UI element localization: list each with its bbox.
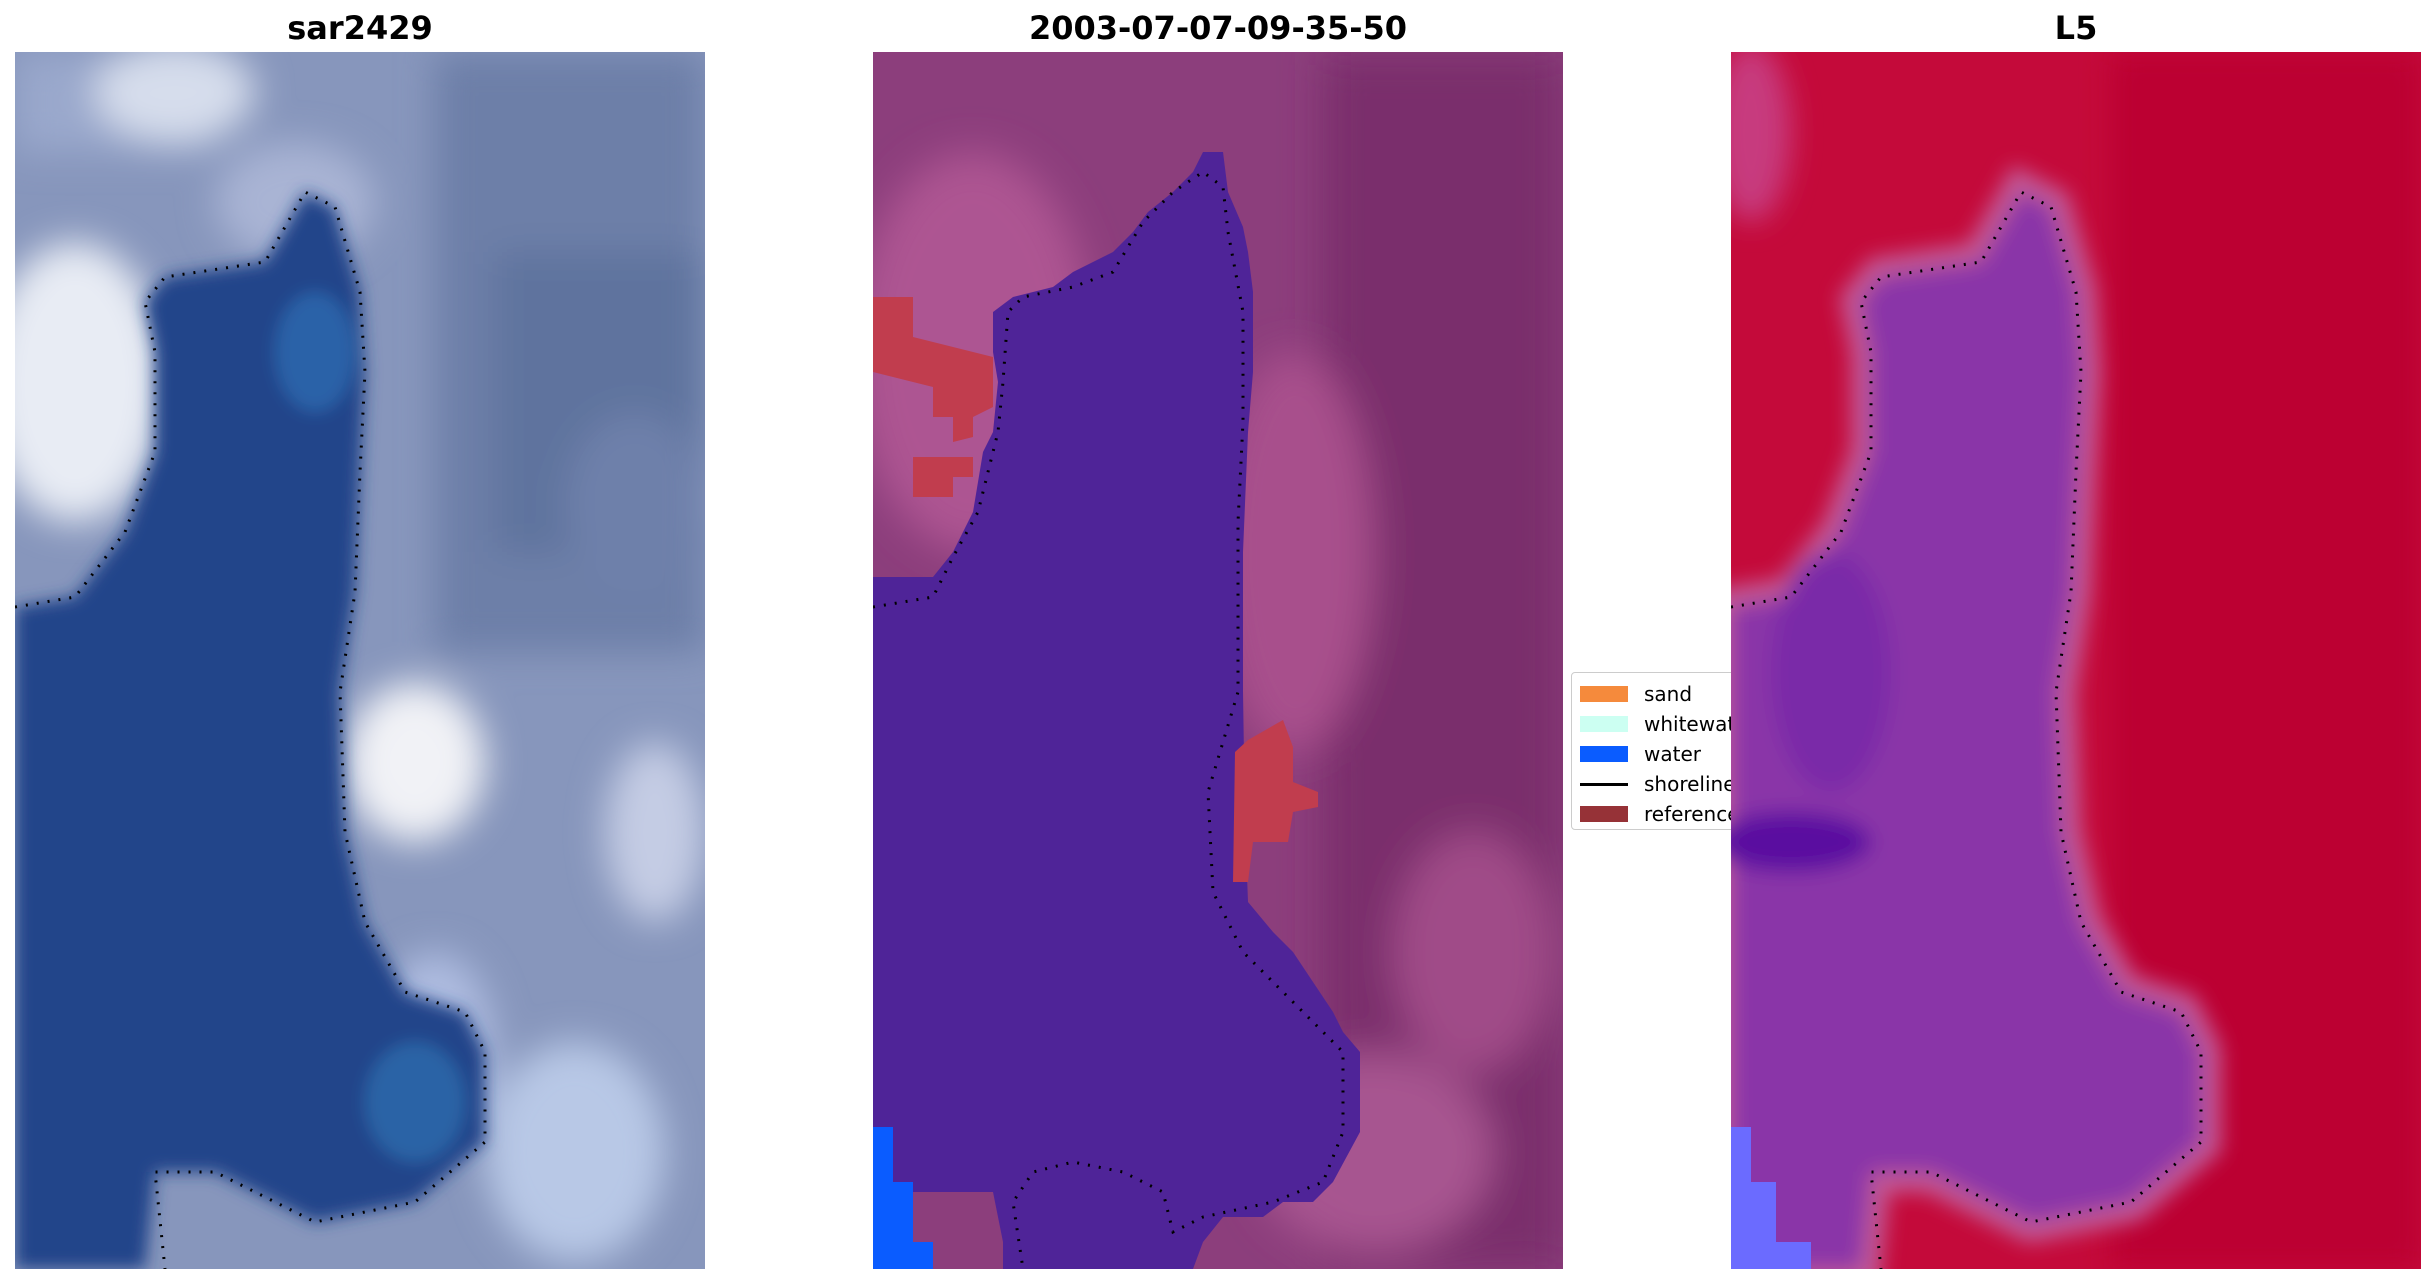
classified-image: [873, 52, 1563, 1269]
legend-label: reference: [1644, 802, 1740, 826]
legend-label: sand: [1644, 682, 1693, 706]
panel-title-sar2429: sar2429: [287, 9, 433, 47]
index-image-panel: [1731, 52, 2421, 1269]
classified-image-panel: [873, 52, 1563, 1269]
water-swatch: [1580, 746, 1628, 762]
reference-swatch: [1580, 806, 1628, 822]
legend-item-water: water: [1580, 741, 1701, 767]
rgb-image-panel: [15, 52, 705, 1269]
legend-item-shoreline: shoreline: [1580, 771, 1736, 797]
legend-label: whitewater: [1644, 712, 1740, 736]
legend: sand whitewater water shoreline referenc…: [1571, 672, 1741, 830]
panel-title-date: 2003-07-07-09-35-50: [1028, 9, 1408, 47]
sand-swatch: [1580, 686, 1628, 702]
legend-item-whitewater: whitewater: [1580, 711, 1740, 737]
whitewater-swatch: [1580, 716, 1628, 732]
legend-label: water: [1644, 742, 1701, 766]
legend-item-reference: reference: [1580, 801, 1740, 827]
index-image: [1731, 52, 2421, 1269]
legend-item-sand: sand: [1580, 681, 1692, 707]
rgb-image: [15, 52, 705, 1269]
legend-label: shoreline: [1644, 772, 1736, 796]
panel-title-l5: L5: [2054, 9, 2098, 47]
shoreline-line: [1580, 782, 1628, 786]
